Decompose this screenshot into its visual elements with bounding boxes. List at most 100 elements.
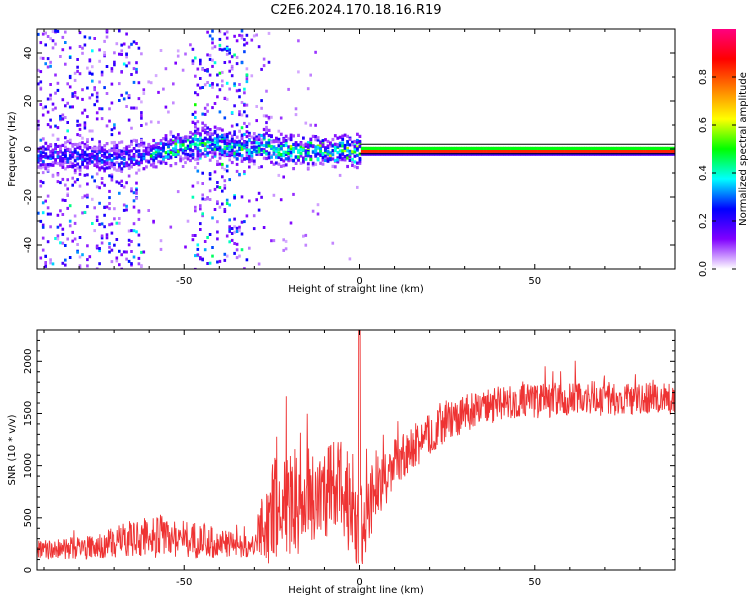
spectral-cell [225,146,229,151]
spectral-cell [73,237,77,241]
spectral-cell [240,126,244,130]
spectral-cell [169,151,173,155]
spectral-cell [113,217,116,221]
y-tick-label: 0 [23,146,34,152]
spectral-cell [387,149,391,153]
spectral-cell [336,156,340,160]
spectral-cell [225,254,229,258]
spectral-cell [248,154,251,159]
spectral-cell [152,165,156,169]
spectral-cell [203,136,207,140]
spectral-cell [437,146,440,150]
spectral-cell [356,132,359,136]
spectral-cell [98,80,101,84]
spectral-cell [132,205,136,209]
spectral-cell [127,243,131,247]
spectral-cell [78,123,82,127]
spectral-cell [164,161,168,165]
spectral-cell [277,140,281,144]
spectral-cell [343,149,347,153]
spectral-cell [194,166,197,170]
spectral-cell [554,149,558,153]
spectral-cell [191,59,195,63]
spectral-cell [110,173,114,177]
spectral-cell [331,149,335,153]
spectral-cell [159,247,163,251]
spectral-cell [643,146,646,150]
spectral-cell [275,161,278,165]
spectral-cell [240,34,244,38]
spectral-cell [368,149,372,153]
spectral-cell [265,152,268,156]
spectral-cell [49,125,52,129]
spectral-cell [201,138,205,142]
spectral-cell [59,117,62,121]
spectral-cell [78,72,82,76]
spectral-cell [88,157,92,161]
spectral-cell [41,171,45,175]
spectral-cell [329,144,332,148]
spectral-cell [240,142,244,146]
spectral-cell [378,146,381,150]
spectral-cell [46,35,50,38]
spectral-cell [473,146,477,150]
spectral-cell [61,35,65,39]
spectral-cell [118,181,121,185]
spectral-cell [118,131,121,135]
spectral-cell [164,151,168,155]
spectral-cell [49,118,52,122]
spectral-cell [41,225,45,229]
spectral-cell [228,229,231,233]
spectral-cell [240,36,244,40]
spectral-cell [199,156,202,160]
spectral-cell [213,154,217,158]
spectral-cell [181,68,185,72]
spectral-cell [162,142,165,146]
spectral-cell [223,61,227,64]
spectral-cell [243,145,246,149]
spectral-cell [233,142,237,146]
spectral-cell [203,112,207,116]
spectral-cell [174,61,177,65]
spectral-cell [46,206,50,210]
spectral-cell [64,41,67,44]
spectral-cell [451,149,455,153]
spectral-cell [122,155,126,159]
spectral-cell [56,180,60,184]
spectral-cell [213,102,217,105]
spectral-cell [125,250,128,254]
spectral-cell [304,157,308,161]
spectral-cell [76,166,80,170]
spectral-cell [167,144,170,149]
spectral-cell [196,181,200,185]
spectral-cell [265,114,268,118]
spectral-cell [61,165,65,169]
spectral-cell [108,245,111,249]
spectral-cell [118,191,121,195]
spectral-cell [324,148,327,152]
spectral-cell [211,147,214,151]
spectral-cell [255,145,259,149]
spectral-cell [113,243,116,247]
spectral-cell [174,150,178,154]
spectral-cell [86,258,89,262]
spectral-cell [103,51,106,54]
spectral-cell [260,143,264,147]
spectral-cell [238,254,241,258]
spectral-cell [105,236,109,240]
spectral-cell [71,155,75,159]
spectral-cell [373,149,376,153]
spectral-cell [302,148,305,152]
spectral-cell [240,157,244,161]
spectral-cell [78,168,82,172]
spectral-cell [260,67,263,71]
spectral-cell [262,149,266,154]
spectral-cell [294,161,298,165]
spectral-cell [311,134,315,138]
spectral-cell [169,225,173,229]
spectral-cell [419,149,423,153]
spectral-cell [149,145,153,149]
spectral-cell [91,152,94,156]
